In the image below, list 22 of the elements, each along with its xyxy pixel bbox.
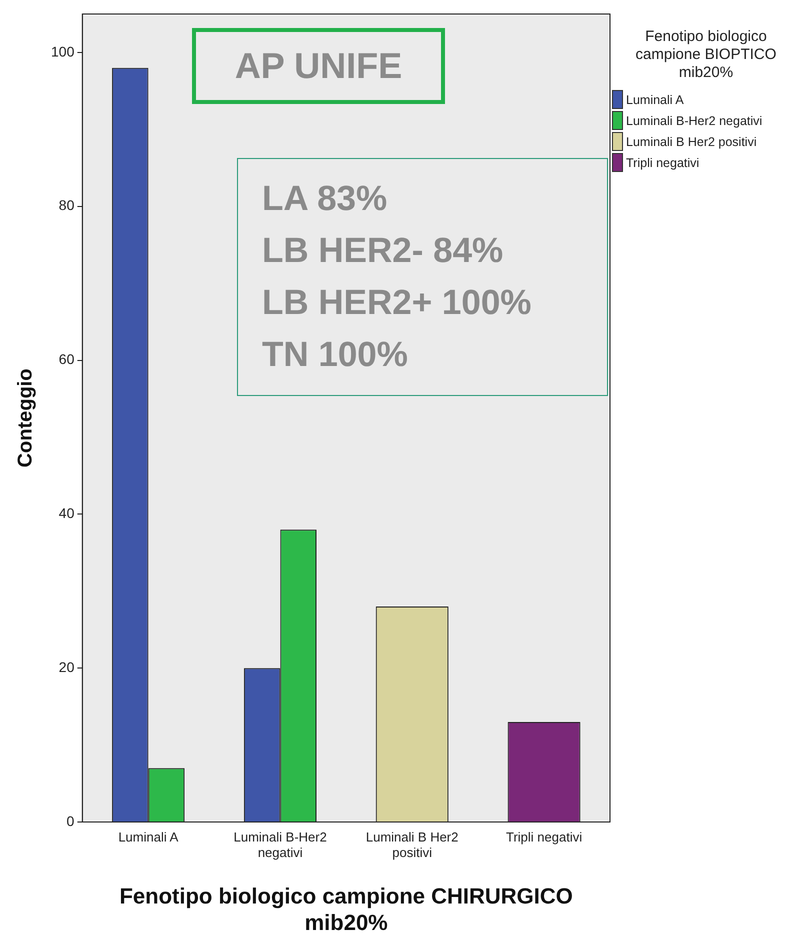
x-tick-label: Luminali A (118, 829, 179, 844)
legend-label: Luminali A (626, 92, 684, 106)
x-tick-label: Luminali B Her2 positivi (366, 829, 458, 860)
x-tick-label: Tripli negativi (506, 829, 582, 844)
x-tick-label: Luminali B-Her2 negativi (234, 829, 327, 860)
legend-label: Luminali B-Her2 negativi (626, 114, 762, 128)
y-tick-label: 60 (58, 351, 75, 368)
y-tick-label: 0 (66, 812, 75, 829)
y-tick-label: 100 (51, 43, 75, 60)
legend-label: Tripli negativi (626, 156, 700, 170)
legend-label: Luminali B Her2 positivi (626, 134, 757, 148)
y-tick-label: 40 (58, 505, 75, 522)
annotation: TN 100% (262, 334, 409, 376)
y-axis-title: Conteggio (14, 368, 37, 468)
annotation: LB HER2- 84% (262, 230, 504, 272)
y-tick-label: 20 (58, 658, 75, 675)
annotation: LA 83% (262, 178, 388, 220)
y-tick-label: 80 (58, 197, 75, 214)
legend-title: Fenotipo biologico campione BIOPTICO mib20% (634, 28, 778, 82)
x-axis-title: Fenotipo biologico campione CHIRURGICO mib20% (119, 883, 573, 935)
annotation: LB HER2+ 100% (262, 282, 532, 324)
annotation: AP UNIFE (192, 28, 445, 104)
